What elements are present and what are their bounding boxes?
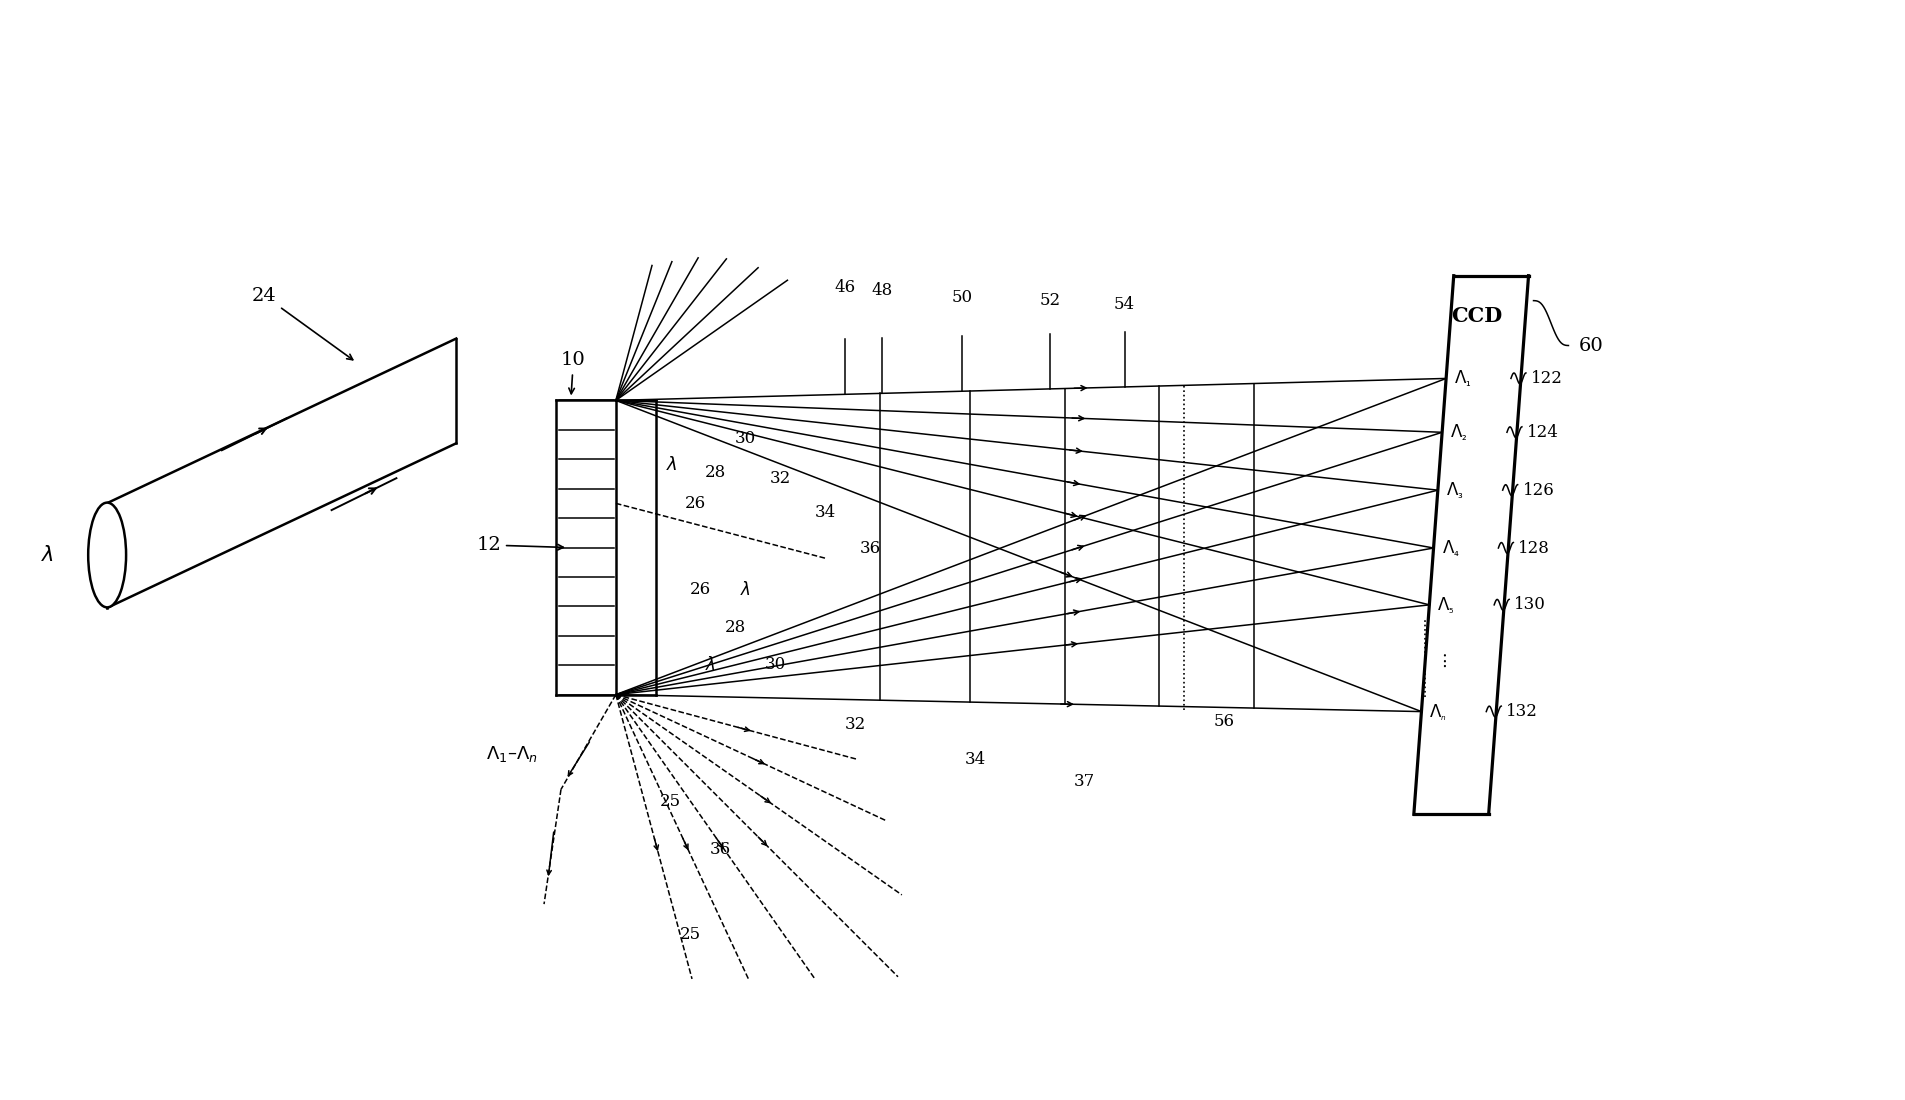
Text: 48: 48 <box>872 282 893 298</box>
Text: 28: 28 <box>726 619 747 636</box>
Text: $\lambda$: $\lambda$ <box>40 544 53 565</box>
Text: 24: 24 <box>251 287 352 360</box>
Text: 32: 32 <box>844 716 867 733</box>
Text: $\Lambda_{₅}$: $\Lambda_{₅}$ <box>1438 595 1455 615</box>
Text: 25: 25 <box>661 793 682 810</box>
Text: 26: 26 <box>690 582 711 598</box>
Text: $\lambda$: $\lambda$ <box>741 581 751 598</box>
Text: 36: 36 <box>711 840 732 858</box>
Text: 124: 124 <box>1528 424 1558 441</box>
Text: 52: 52 <box>1040 292 1061 309</box>
Text: 128: 128 <box>1518 539 1551 557</box>
Text: 122: 122 <box>1532 370 1562 387</box>
Text: $\Lambda_{₄}$: $\Lambda_{₄}$ <box>1442 538 1459 558</box>
Text: 56: 56 <box>1213 713 1234 730</box>
Text: $\lambda$: $\lambda$ <box>705 656 716 673</box>
Text: 26: 26 <box>686 495 707 512</box>
Text: ...: ... <box>1431 649 1450 667</box>
Text: $\Lambda_{₃}$: $\Lambda_{₃}$ <box>1446 481 1463 500</box>
Text: 54: 54 <box>1114 296 1135 312</box>
Text: 28: 28 <box>705 464 726 481</box>
Text: 60: 60 <box>1579 337 1604 354</box>
Text: 12: 12 <box>476 536 564 554</box>
Text: 34: 34 <box>815 504 836 520</box>
Text: 36: 36 <box>859 539 880 557</box>
Text: $\Lambda_{₂}$: $\Lambda_{₂}$ <box>1450 422 1467 442</box>
Text: CCD: CCD <box>1452 306 1503 326</box>
Text: 10: 10 <box>560 352 585 394</box>
Text: $\Lambda_{₁}$: $\Lambda_{₁}$ <box>1454 368 1473 388</box>
Text: 50: 50 <box>951 288 973 306</box>
Text: 37: 37 <box>1074 773 1095 790</box>
Text: 30: 30 <box>735 430 756 447</box>
Text: $\Lambda_{ₙ}$: $\Lambda_{ₙ}$ <box>1429 702 1448 722</box>
Text: $\lambda$: $\lambda$ <box>665 456 678 474</box>
Text: 34: 34 <box>964 751 985 768</box>
Text: 46: 46 <box>834 278 855 296</box>
Text: 30: 30 <box>764 657 787 673</box>
Ellipse shape <box>88 503 126 607</box>
Text: 126: 126 <box>1522 482 1554 498</box>
Text: $\Lambda_1$–$\Lambda_n$: $\Lambda_1$–$\Lambda_n$ <box>486 745 537 764</box>
Text: 25: 25 <box>680 925 701 943</box>
Text: 132: 132 <box>1507 703 1537 720</box>
Text: 32: 32 <box>770 470 791 486</box>
Text: 130: 130 <box>1514 596 1547 614</box>
